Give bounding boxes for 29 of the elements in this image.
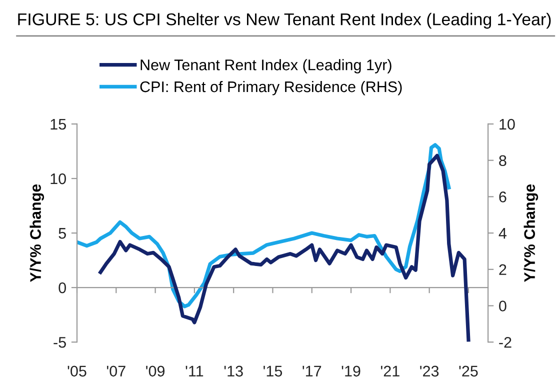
x-tick-label: '13 bbox=[224, 366, 243, 377]
x-tick-label: '21 bbox=[380, 366, 400, 376]
x-tick-label: '17 bbox=[302, 366, 322, 376]
x-tick-label: '11 bbox=[186, 366, 204, 376]
y2-tick-label: 4 bbox=[498, 228, 507, 239]
y-tick-label: 5 bbox=[58, 228, 66, 239]
legend-label: New Tenant Rent Index (Leading 1yr) bbox=[140, 59, 392, 74]
y2-tick-label: -2 bbox=[499, 336, 512, 348]
y2-tick-label: 0 bbox=[499, 300, 506, 312]
x-tick-label: '19 bbox=[342, 366, 360, 377]
y-tick-label: -5 bbox=[54, 337, 66, 348]
x-tick-label: '09 bbox=[146, 366, 165, 377]
x-tick-label: '07 bbox=[106, 366, 126, 377]
y2-tick-label: 6 bbox=[499, 192, 506, 202]
y-tick-label: 15 bbox=[50, 119, 66, 130]
y2-tick-label: 8 bbox=[499, 155, 506, 166]
x-tick-label: '23 bbox=[420, 366, 439, 377]
y2-tick-label: 10 bbox=[500, 118, 515, 130]
legend-label: CPI: Rent of Primary Residence (RHS) bbox=[140, 80, 402, 96]
x-tick-label: '15 bbox=[264, 366, 282, 377]
chart-title: FIGURE 5: US CPI Shelter vs New Tenant Rent Index (Leading 1-Year) bbox=[18, 12, 551, 29]
y2-tick-label: 2 bbox=[499, 264, 506, 275]
x-tick-label: '05 bbox=[68, 366, 86, 377]
y-axis-title: Y/Y% Change bbox=[30, 184, 44, 282]
y-tick-label: 10 bbox=[50, 173, 66, 184]
y-tick-label: 0 bbox=[58, 282, 66, 294]
x-tick-label: '25 bbox=[459, 366, 478, 377]
y2-axis-title: Y/Y% Change bbox=[524, 184, 538, 282]
line-series bbox=[98, 154, 470, 342]
